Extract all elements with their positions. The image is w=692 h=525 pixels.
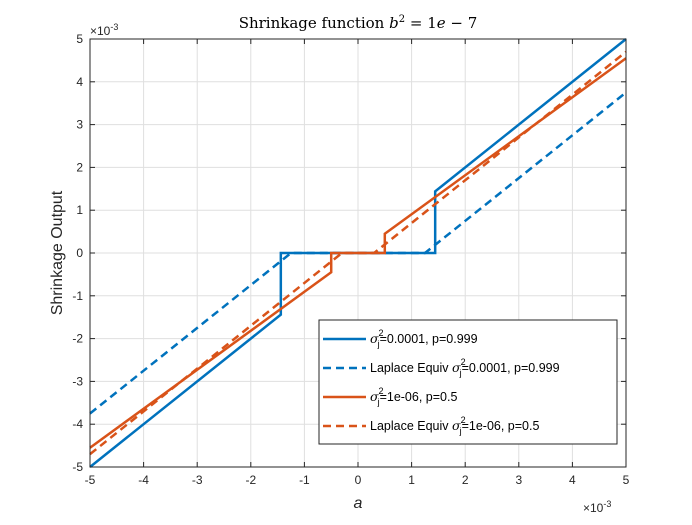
x-tick-label: -5	[85, 473, 96, 487]
x-tick-label: 1	[408, 473, 415, 487]
legend-label-1: σ2 j=0.0001, p=0.999	[370, 328, 478, 349]
tick-labels: -5 -4 -3 -2 -1 0 1 2 3 4 5 -5 -4 -3 -2 -1 0 1 2 3 4 5	[72, 32, 629, 487]
y-tick-label: 0	[76, 246, 83, 260]
y-tick-label: -3	[72, 374, 83, 388]
x-tick-label: -2	[245, 473, 256, 487]
y-tick-label: -2	[72, 332, 83, 346]
x-tick-label: 4	[569, 473, 576, 487]
legend-label-3: σ2 j=1e-06, p=0.5	[370, 386, 457, 407]
y-axis-label: Shrinkage Output	[49, 190, 66, 315]
legend-label-4: Laplace Equiv σ2 j=1e-06, p=0.5	[370, 415, 539, 436]
y-tick-label: -4	[72, 417, 83, 431]
x-axis-multiplier: ×10-3	[583, 499, 611, 515]
y-tick-label: 3	[76, 118, 83, 132]
y-tick-label: 5	[76, 32, 83, 46]
y-axis-multiplier: ×10-3	[90, 22, 118, 38]
series-line-4	[89, 50, 627, 456]
x-axis-label: a	[354, 495, 363, 512]
legend-box	[318, 319, 618, 445]
x-tick-label: -3	[192, 473, 203, 487]
y-tick-label: 2	[76, 160, 83, 174]
legend-label-2: Laplace Equiv σ2 j=0.0001, p=0.999	[370, 357, 560, 378]
legend: σ2 j=0.0001, p=0.999 Laplace Equiv σ2 j=0.0…	[318, 319, 618, 445]
y-tick-label: -1	[72, 289, 83, 303]
x-tick-label: 0	[355, 473, 362, 487]
x-tick-label: 5	[623, 473, 630, 487]
y-tick-label: -5	[72, 460, 83, 474]
x-tick-label: -4	[138, 473, 149, 487]
x-tick-label: 2	[462, 473, 469, 487]
x-tick-label: -1	[299, 473, 310, 487]
y-tick-label: 4	[76, 75, 83, 89]
y-tick-label: 1	[76, 203, 83, 217]
legend-items: σ2 j=0.0001, p=0.999 Laplace Equiv σ2 j=0.0…	[323, 328, 560, 436]
tick-marks	[89, 38, 627, 468]
series-layer	[89, 38, 627, 468]
x-tick-label: 3	[515, 473, 522, 487]
chart-title: Shrinkage function b2 = 1e − 7	[239, 14, 478, 32]
